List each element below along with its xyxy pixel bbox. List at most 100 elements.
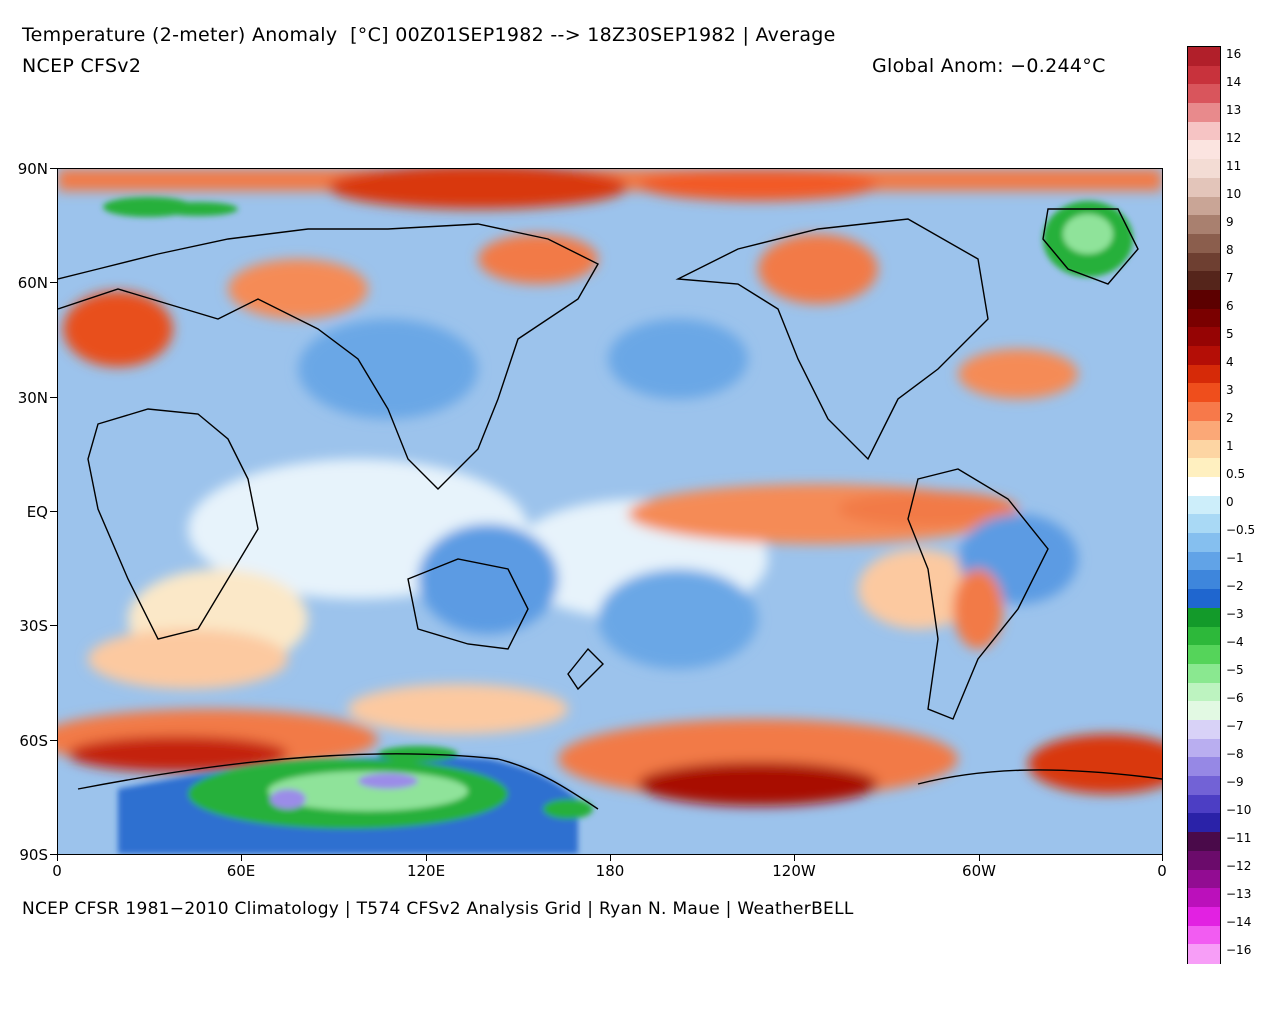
colorbar-label: 2: [1226, 411, 1234, 425]
colorbar-label: 7: [1226, 271, 1234, 285]
antarctica-coast-west: [917, 769, 1162, 785]
lat-tick: [50, 282, 57, 283]
colorbar-label: −0.5: [1226, 523, 1256, 537]
lon-tick: [426, 855, 427, 861]
colorbar-swatch: [1188, 719, 1220, 740]
colorbar-label: −8: [1226, 747, 1244, 761]
anomaly-field: [58, 169, 1162, 854]
colorbar-label: 5: [1226, 327, 1234, 341]
colorbar-swatch: [1188, 159, 1220, 179]
colorbar-label: −14: [1226, 915, 1252, 929]
colorbar-label: 8: [1226, 243, 1234, 257]
colorbar-swatch: [1188, 776, 1220, 796]
anomaly-map: [57, 168, 1163, 855]
colorbar-label: 10: [1226, 187, 1242, 201]
colorbar-swatch: [1188, 589, 1220, 609]
colorbar-label: −2: [1226, 579, 1244, 593]
colorbar-swatch: [1188, 832, 1220, 852]
colorbar-label: −10: [1226, 803, 1252, 817]
global-anomaly: Global Anom: −0.244°C: [872, 55, 1106, 77]
colorbar-label: −4: [1226, 635, 1244, 649]
colorbar-swatch: [1188, 944, 1220, 964]
antarctica-field: [103, 197, 1133, 854]
colorbar-swatch: [1188, 233, 1220, 254]
colorbar-swatch: [1188, 420, 1220, 441]
colorbar-swatch: [1188, 813, 1220, 833]
colorbar-swatch: [1188, 533, 1220, 553]
lon-tick: [794, 855, 795, 861]
north-america-outline: [675, 218, 989, 461]
colorbar-label: −11: [1226, 831, 1252, 845]
colorbar-swatch: [1188, 906, 1220, 927]
colorbar-swatch: [1188, 65, 1220, 85]
colorbar-label: −5: [1226, 663, 1244, 677]
lon-tick: [979, 855, 980, 861]
footer-credit: NCEP CFSR 1981−2010 Climatology | T574 C…: [22, 899, 854, 919]
colorbar-swatch: [1188, 925, 1220, 945]
antarctica-coast-east: [77, 753, 599, 810]
colorbar-swatch: [1188, 570, 1220, 590]
colorbar-swatch: [1188, 663, 1220, 684]
colorbar-swatch: [1188, 47, 1220, 67]
colorbar-swatch: [1188, 607, 1220, 628]
lat-label-eq: EQ: [26, 503, 48, 521]
colorbar-label: 0.5: [1226, 467, 1246, 481]
colorbar-swatch: [1188, 888, 1220, 908]
lon-tick: [57, 855, 58, 861]
greenland-outline: [1042, 208, 1139, 285]
colorbar-swatch: [1188, 645, 1220, 665]
australia-outline: [407, 558, 529, 650]
lon-label-0-east: 0: [1157, 862, 1167, 880]
colorbar-swatch: [1188, 84, 1220, 104]
colorbar-swatch: [1188, 439, 1220, 459]
colorbar-swatch: [1188, 458, 1220, 478]
colorbar-label: −3: [1226, 607, 1244, 621]
colorbar-swatch: [1188, 308, 1220, 328]
lon-tick: [1162, 855, 1163, 861]
colorbar-swatch: [1188, 514, 1220, 534]
lat-tick: [50, 511, 57, 512]
lat-tick: [50, 854, 57, 855]
lat-tick: [50, 740, 57, 741]
lat-label-60s: 60S: [19, 732, 48, 750]
colorbar-swatch: [1188, 402, 1220, 422]
colorbar-label: 14: [1226, 75, 1242, 89]
colorbar-swatch: [1188, 495, 1220, 515]
lat-label-60n: 60N: [17, 274, 48, 292]
lon-label-120e: 120E: [406, 862, 446, 880]
lon-tick: [241, 855, 242, 861]
colorbar-label: −1: [1226, 551, 1244, 565]
colorbar-label: −16: [1226, 943, 1252, 957]
colorbar-swatch: [1188, 626, 1220, 646]
colorbar-label: 9: [1226, 215, 1234, 229]
lon-label-0: 0: [52, 862, 62, 880]
lat-tick: [50, 625, 57, 626]
colorbar-label: 11: [1226, 159, 1242, 173]
colorbar-swatch: [1188, 177, 1220, 198]
colorbar-swatch: [1188, 682, 1220, 702]
lat-label-30s: 30S: [19, 617, 48, 635]
map-title: Temperature (2-meter) Anomaly [°C] 00Z01…: [22, 24, 836, 46]
colorbar-swatch: [1188, 757, 1220, 777]
colorbar-swatch: [1188, 869, 1220, 889]
colorbar-swatch: [1188, 738, 1220, 758]
colorbar-swatch: [1188, 140, 1220, 160]
colorbar-label: 4: [1226, 355, 1234, 369]
colorbar-swatch: [1188, 850, 1220, 871]
colorbar: [1187, 46, 1221, 964]
colorbar-label: 13: [1226, 103, 1242, 117]
colorbar-label: −7: [1226, 719, 1244, 733]
eurasia-outline: [58, 223, 599, 490]
colorbar-swatch: [1188, 364, 1220, 385]
colorbar-swatch: [1188, 551, 1220, 572]
colorbar-swatch: [1188, 121, 1220, 142]
lon-label-60e: 60E: [226, 862, 256, 880]
colorbar-swatch: [1188, 383, 1220, 403]
colorbar-label: −13: [1226, 887, 1252, 901]
colorbar-swatch: [1188, 252, 1220, 272]
colorbar-swatch: [1188, 271, 1220, 291]
colorbar-label: 16: [1226, 47, 1242, 61]
colorbar-swatch: [1188, 215, 1220, 235]
colorbar-swatch: [1188, 794, 1220, 815]
colorbar-label: 1: [1226, 439, 1234, 453]
